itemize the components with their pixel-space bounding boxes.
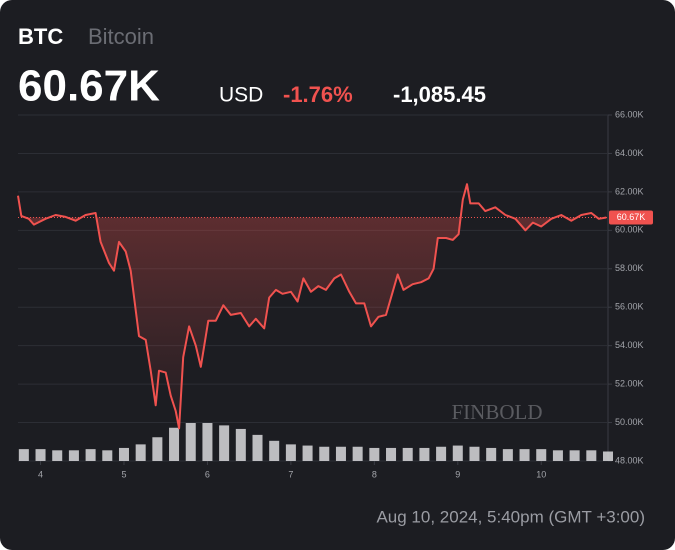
volume-bar (519, 449, 530, 461)
volume-bar (452, 445, 463, 461)
last-price-badge (609, 210, 653, 225)
volume-bar (486, 447, 497, 461)
volume-bar (302, 445, 313, 461)
y-tick-label: 58.00K (615, 263, 644, 273)
last-price-label: 60.67K (617, 212, 646, 222)
volume-bar (202, 423, 213, 461)
y-tick-label: 60.00K (615, 225, 644, 235)
volume-bar (469, 446, 480, 461)
volume-bar (102, 450, 113, 461)
volume-bar (118, 447, 129, 461)
volume-bar (252, 434, 263, 461)
volume-bar (386, 447, 397, 461)
volume-bar (436, 446, 447, 461)
volume-bar (586, 450, 597, 461)
volume-bar (536, 449, 547, 461)
volume-bar (319, 446, 330, 461)
volume-bar (135, 444, 146, 461)
volume-bar (235, 428, 246, 461)
volume-bar (219, 425, 230, 461)
y-tick-label: 54.00K (615, 340, 644, 350)
y-tick-label: 56.00K (615, 302, 644, 312)
volume-bar (569, 450, 580, 461)
timestamp: Aug 10, 2024, 5:40pm (GMT +3:00) (376, 507, 645, 526)
price: 60.67K (18, 62, 160, 111)
volume-bar (419, 447, 430, 461)
volume-bar (18, 449, 29, 461)
x-tick-label: 7 (288, 469, 293, 479)
watermark: FINBOLD (451, 400, 542, 424)
asset-name: Bitcoin (88, 24, 154, 49)
symbol: BTC (18, 24, 63, 49)
x-tick-label: 4 (38, 469, 43, 479)
volume-bar (552, 450, 563, 461)
y-tick-label: 64.00K (615, 148, 644, 158)
volume-bar (269, 440, 280, 461)
area (25, 217, 607, 429)
volume-bar (369, 447, 380, 461)
y-tick-label: 50.00K (615, 417, 644, 427)
volume-bar (285, 444, 296, 461)
y-tick-label: 52.00K (615, 378, 644, 388)
volume-bar (402, 447, 413, 461)
change-percent: -1.76% (283, 82, 353, 107)
currency: USD (219, 84, 263, 107)
y-tick-label: 66.00K (615, 109, 644, 119)
volume-bar (502, 449, 513, 461)
volume-bar (602, 451, 614, 461)
volume-bar (68, 450, 79, 461)
change: -1,085.45 (393, 82, 486, 107)
price-line (17, 183, 607, 430)
volume-bar (185, 423, 196, 461)
volume-bar (152, 437, 163, 461)
volume-bar (35, 449, 46, 461)
volume-bar (169, 427, 180, 461)
volume-bar (52, 450, 63, 461)
volume-bar (85, 449, 96, 461)
x-tick-label: 9 (455, 469, 460, 479)
x-tick-label: 6 (205, 469, 210, 479)
x-tick-label: 10 (536, 469, 546, 479)
volume-bar (352, 446, 363, 461)
x-tick-label: 8 (372, 469, 377, 479)
x-tick-label: 5 (121, 469, 126, 479)
y-tick-label: 48.00K (615, 455, 644, 465)
volume-bar (335, 446, 346, 461)
y-tick-label: 62.00K (615, 186, 644, 196)
